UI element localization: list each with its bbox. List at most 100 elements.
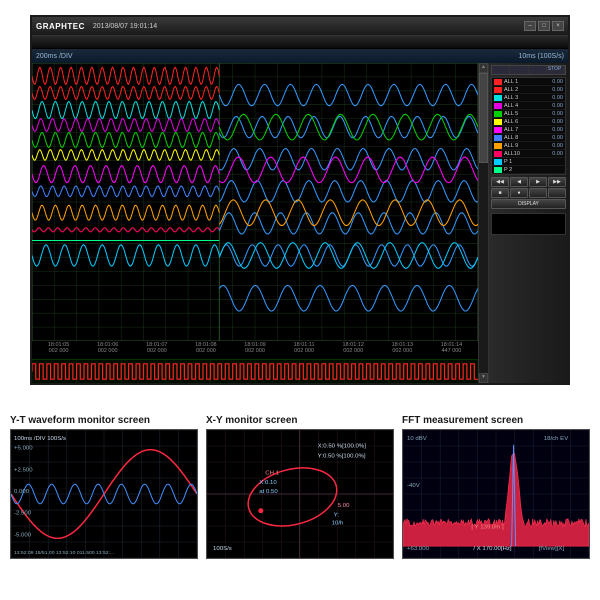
waveform-area: 18:01:05002 00018:01:06002 00018:01:0700… xyxy=(32,63,478,383)
transport-btn-3[interactable]: ▶▶ xyxy=(548,177,566,187)
svg-text:+2.500: +2.500 xyxy=(14,467,33,473)
transport-btn-2[interactable]: ▶ xyxy=(529,177,547,187)
minimize-button[interactable]: – xyxy=(524,21,536,31)
svg-text:18/ch EV: 18/ch EV xyxy=(544,436,568,442)
xaxis-tick: 18:01:13002 000 xyxy=(378,342,427,358)
svg-text:100ms /DIV 100S/s: 100ms /DIV 100S/s xyxy=(14,436,66,442)
channel-id: ALL 3 xyxy=(504,95,541,101)
channel-id: ALL 5 xyxy=(504,111,541,117)
title-bar-actions: – □ × xyxy=(524,21,564,31)
channel-row[interactable]: ALL 9 0.00 xyxy=(492,142,565,150)
channel-color-swatch xyxy=(494,135,502,141)
close-button[interactable]: × xyxy=(552,21,564,31)
channel-id: ALL 7 xyxy=(504,127,541,133)
xaxis-tick: 18:01:09002 000 xyxy=(230,342,279,358)
thumb-card: FFT measurement screen10 dBV18/ch EV-40V… xyxy=(402,415,590,559)
channel-value: 0.00 xyxy=(541,87,565,93)
screen-thumbnails: Y-T waveform monitor screen +5.000 +2.500 0… xyxy=(10,415,590,559)
channel-row[interactable]: ALL 6 0.00 xyxy=(492,118,565,126)
svg-text:Y:0.50 %[100.0%]: Y:0.50 %[100.0%] xyxy=(318,454,366,460)
svg-text:[fView][X]: [fView][X] xyxy=(539,546,565,552)
channel-row[interactable]: ALL 7 0.00 xyxy=(492,126,565,134)
channel-row[interactable]: ALL 3 0.00 xyxy=(492,94,565,102)
channel-id: ALL10 xyxy=(504,151,541,157)
channel-color-swatch xyxy=(494,103,502,109)
status-cell xyxy=(510,66,528,74)
sample-rate-label: 10ms (100S/s) xyxy=(518,53,564,60)
channel-id: ALL 6 xyxy=(504,119,541,125)
xaxis-tick: 18:01:07002 000 xyxy=(132,342,181,358)
svg-text:-40V: -40V xyxy=(407,483,420,489)
channel-row[interactable]: ALL 5 0.00 xyxy=(492,110,565,118)
status-cell: STOP xyxy=(547,66,565,74)
channel-value: 0.00 xyxy=(541,79,565,85)
scroll-down-button[interactable]: ▼ xyxy=(479,373,488,383)
transport2-btn-2[interactable] xyxy=(529,188,547,198)
xaxis-tick: 18:01:14447 000 xyxy=(427,342,476,358)
thumb-title: Y-T waveform monitor screen xyxy=(10,415,198,426)
thumb-image[interactable]: 10 dBV18/ch EV-40V[ Y 139.0m ]+63.000/ X… xyxy=(402,429,590,559)
channel-row[interactable]: P 2 xyxy=(492,166,565,174)
channel-row[interactable]: ALL 2 0.00 xyxy=(492,86,565,94)
scroll-up-button[interactable]: ▲ xyxy=(479,63,488,73)
svg-text:0.000: 0.000 xyxy=(14,489,30,495)
svg-text:at 0.50: at 0.50 xyxy=(259,489,278,495)
channel-color-swatch xyxy=(494,143,502,149)
svg-text:CH 1: CH 1 xyxy=(265,470,279,476)
channel-id: P 1 xyxy=(504,159,541,165)
title-bar: GRAPHTEC 2013/08/07 19:01:14 – □ × xyxy=(32,17,568,35)
vertical-scrollbar[interactable]: ▲ ▼ xyxy=(478,63,488,383)
transport2-btn-0[interactable]: ■ xyxy=(491,188,509,198)
channel-value: 0.00 xyxy=(541,143,565,149)
thumb-title: X-Y monitor screen xyxy=(206,415,394,426)
thumb-card: Y-T waveform monitor screen +5.000 +2.500 0… xyxy=(10,415,198,559)
waveform-canvas[interactable] xyxy=(32,63,478,341)
channel-value: 0.00 xyxy=(541,103,565,109)
channel-value: 0.00 xyxy=(541,119,565,125)
status-bar: STOP xyxy=(491,65,566,75)
xaxis-tick: 18:01:12002 000 xyxy=(329,342,378,358)
channel-row[interactable]: P 1 xyxy=(492,158,565,166)
channel-id: P 2 xyxy=(504,167,541,173)
channel-value: 0.00 xyxy=(541,111,565,117)
thumb-card: X-Y monitor screen X:0.50 %[100.0%] Y:0.50… xyxy=(206,415,394,559)
svg-text:100S/s: 100S/s xyxy=(213,546,232,552)
svg-text:+5.000: +5.000 xyxy=(14,446,33,452)
scroll-track[interactable] xyxy=(479,73,488,373)
transport2-btn-1[interactable]: ● xyxy=(510,188,528,198)
channel-row[interactable]: ALL 1 0.00 xyxy=(492,78,565,86)
channel-row[interactable]: ALL 8 0.00 xyxy=(492,134,565,142)
maximize-button[interactable]: □ xyxy=(538,21,550,31)
main-content: 18:01:05002 00018:01:06002 00018:01:0700… xyxy=(32,63,568,383)
main-oscilloscope-window: GRAPHTEC 2013/08/07 19:01:14 – □ × 200ms… xyxy=(30,15,570,385)
thumb-image[interactable]: X:0.50 %[100.0%] Y:0.50 %[100.0%] CH 1 X:0.… xyxy=(206,429,394,559)
channel-row[interactable]: ALL10 0.00 xyxy=(492,150,565,158)
svg-text:X:0.10: X:0.10 xyxy=(259,480,277,486)
transport-btn-0[interactable]: ◀◀ xyxy=(491,177,509,187)
channel-list[interactable]: ALL 1 0.00 ALL 2 0.00 ALL 3 0.00 ALL 4 0… xyxy=(491,77,566,175)
channel-value: 0.00 xyxy=(541,95,565,101)
channel-color-swatch xyxy=(494,159,502,165)
channel-id: ALL 4 xyxy=(504,103,541,109)
thumbnail-preview[interactable] xyxy=(491,213,566,235)
xaxis-labels: 18:01:05002 00018:01:06002 00018:01:0700… xyxy=(32,341,478,359)
channel-id: ALL 2 xyxy=(504,87,541,93)
xaxis-tick: 18:01:05002 000 xyxy=(34,342,83,358)
thumb-image[interactable]: +5.000+2.5000.000-2.500-5.000100ms /DIV … xyxy=(10,429,198,559)
brand-label: GRAPHTEC xyxy=(36,22,85,31)
channel-color-swatch xyxy=(494,151,502,157)
transport2-btn-3[interactable] xyxy=(548,188,566,198)
scroll-thumb[interactable] xyxy=(479,73,488,163)
channel-color-swatch xyxy=(494,87,502,93)
channel-color-swatch xyxy=(494,111,502,117)
channel-color-swatch xyxy=(494,79,502,85)
display-button[interactable]: DISPLAY xyxy=(491,199,566,209)
svg-text:Y:: Y: xyxy=(334,513,340,519)
svg-text:X:0.50 %[100.0%]: X:0.50 %[100.0%] xyxy=(318,444,367,450)
svg-text:-5.000: -5.000 xyxy=(14,532,32,538)
info-bar: 200ms /DIV 10ms (100S/s) xyxy=(32,49,568,63)
channel-row[interactable]: ALL 4 0.00 xyxy=(492,102,565,110)
trigger-strip[interactable] xyxy=(32,359,478,383)
transport-btn-1[interactable]: ◀ xyxy=(510,177,528,187)
channel-id: ALL 8 xyxy=(504,135,541,141)
